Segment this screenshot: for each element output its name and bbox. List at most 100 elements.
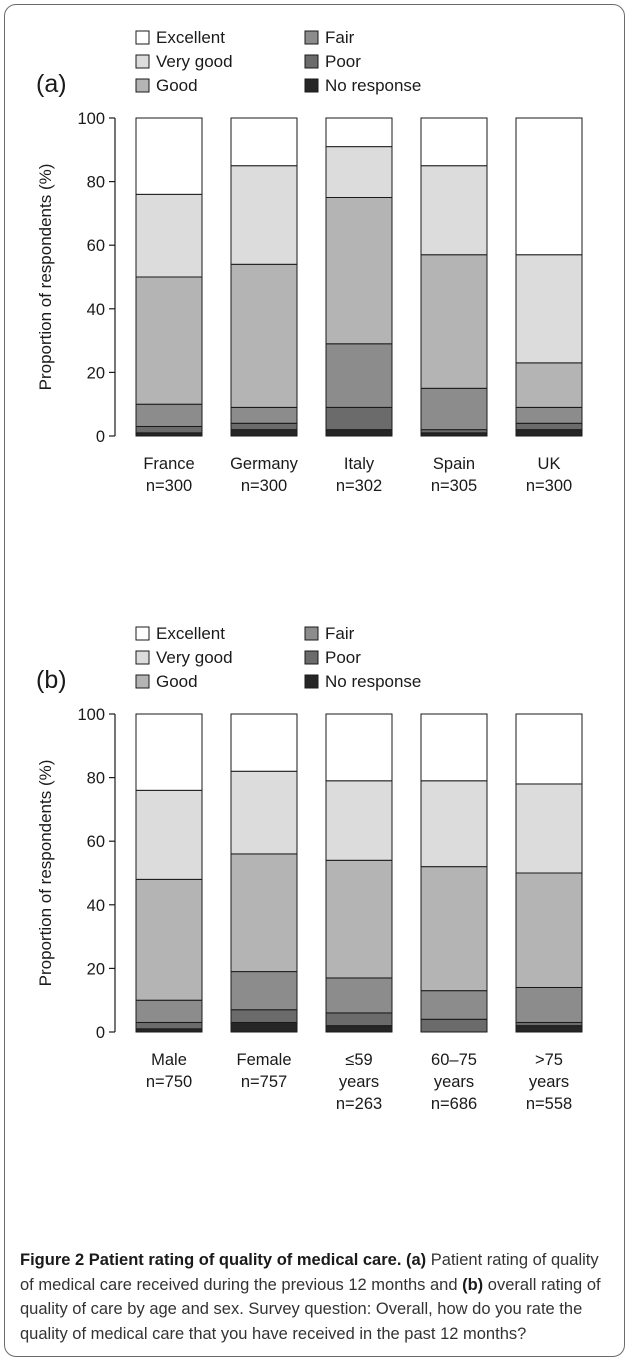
bar-segment-fair — [325, 343, 393, 408]
bar-segment-excellent — [135, 713, 203, 791]
bar-segment-good — [230, 853, 298, 973]
y-axis-label: Proportion of respondents (%) — [36, 760, 55, 987]
bar-segment-excellent — [230, 713, 298, 772]
x-tick-label: n=750 — [146, 1073, 192, 1091]
bar-segment-excellent — [325, 117, 393, 148]
legend-label-no-response: No response — [325, 76, 421, 95]
y-tick-label-20: 20 — [87, 364, 105, 382]
legend-swatch-poor — [304, 54, 319, 69]
x-tick-label: Spain — [433, 455, 475, 473]
bar-segment-fair — [325, 977, 393, 1014]
y-tick-label-80: 80 — [87, 174, 105, 192]
bar-segment-poor — [230, 422, 298, 431]
bar-segment-poor — [325, 406, 393, 431]
panel-label: (b) — [36, 666, 67, 694]
x-tick-label: years — [339, 1073, 379, 1091]
x-tick-label: n=263 — [336, 1095, 382, 1113]
y-tick-label-100: 100 — [77, 110, 105, 128]
bar-segment-very-good — [420, 780, 488, 868]
y-tick-label-20: 20 — [87, 960, 105, 978]
caption-label-b: (b) — [462, 1275, 484, 1294]
bar-segment-good — [135, 276, 203, 405]
bar-segment-poor — [135, 425, 203, 434]
y-tick-label-60: 60 — [87, 833, 105, 851]
bar-segment-no-response — [515, 429, 583, 437]
bar-segment-excellent — [420, 117, 488, 167]
x-tick-label: UK — [538, 455, 561, 473]
bar-segment-excellent — [230, 117, 298, 167]
legend-swatch-excellent — [135, 626, 150, 641]
bar-segment-good — [420, 254, 488, 389]
y-tick-label-40: 40 — [87, 301, 105, 319]
legend-swatch-excellent — [135, 30, 150, 45]
x-tick-label: n=686 — [431, 1095, 477, 1113]
bar-segment-excellent — [515, 117, 583, 256]
caption-title: Figure 2 Patient rating of quality of me… — [20, 1251, 402, 1269]
y-tick-label-60: 60 — [87, 237, 105, 255]
bar-segment-excellent — [420, 713, 488, 782]
bar-segment-fair — [515, 406, 583, 424]
x-tick-label: Male — [151, 1051, 187, 1069]
bar-segment-no-response — [230, 1021, 298, 1033]
legend-label-poor: Poor — [325, 52, 361, 71]
bar-segment-poor — [420, 1018, 488, 1033]
bar-segment-fair — [230, 971, 298, 1011]
legend-label-good: Good — [156, 76, 198, 95]
bar-segment-very-good — [325, 146, 393, 198]
bar-segment-very-good — [230, 770, 298, 855]
bar-segment-poor — [230, 1009, 298, 1023]
x-tick-label: n=300 — [241, 477, 287, 495]
bar-segment-fair — [230, 406, 298, 424]
bar-segment-very-good — [420, 165, 488, 256]
x-tick-label: Germany — [230, 455, 299, 473]
bar-segment-excellent — [325, 713, 393, 782]
bar-segment-very-good — [230, 165, 298, 265]
y-tick-label-0: 0 — [96, 1024, 105, 1042]
legend-label-fair: Fair — [325, 624, 355, 643]
bar-segment-no-response — [515, 1025, 583, 1033]
x-tick-label: France — [143, 455, 194, 473]
legend-label-good: Good — [156, 672, 198, 691]
y-tick-label-40: 40 — [87, 897, 105, 915]
legend-swatch-good — [135, 78, 150, 93]
figure-frame — [4, 4, 625, 1357]
bar-segment-excellent — [515, 713, 583, 785]
legend-label-very-good: Very good — [156, 648, 233, 667]
legend-swatch-fair — [304, 626, 319, 641]
bar-segment-no-response — [230, 429, 298, 437]
legend-label-excellent: Excellent — [156, 28, 225, 47]
legend-swatch-no-response — [304, 674, 319, 689]
y-tick-label-0: 0 — [96, 428, 105, 446]
legend-swatch-good — [135, 674, 150, 689]
bar-segment-excellent — [135, 117, 203, 195]
x-tick-label: years — [434, 1073, 474, 1091]
bar-segment-good — [230, 263, 298, 408]
y-tick-label-100: 100 — [77, 706, 105, 724]
chart-panel-a: Excellent Very good Good Fair Poor No respons… — [36, 28, 583, 495]
caption-label-a: (a) — [406, 1251, 427, 1269]
x-tick-label: n=300 — [146, 477, 192, 495]
bar-segment-good — [420, 866, 488, 992]
bar-segment-poor — [325, 1012, 393, 1027]
bar-segment-fair — [420, 387, 488, 431]
chart-panel-b: Excellent Very good Good Fair Poor No respons… — [36, 624, 583, 1113]
bar-segment-fair — [515, 986, 583, 1023]
bar-segment-fair — [135, 403, 203, 427]
legend-swatch-fair — [304, 30, 319, 45]
bar-segment-very-good — [515, 783, 583, 874]
bar-segment-good — [515, 872, 583, 988]
bar-segment-poor — [135, 1021, 203, 1030]
bar-segment-fair — [420, 990, 488, 1020]
legend-label-excellent: Excellent — [156, 624, 225, 643]
legend-label-very-good: Very good — [156, 52, 233, 71]
bar-segment-very-good — [135, 789, 203, 880]
x-tick-label: Female — [236, 1051, 291, 1069]
x-tick-label: Italy — [344, 455, 375, 473]
x-tick-label: n=558 — [526, 1095, 572, 1113]
bar-segment-good — [135, 878, 203, 1001]
figure-caption: Figure 2 Patient rating of quality of me… — [20, 1248, 610, 1346]
bar-segment-good — [325, 859, 393, 979]
bar-segment-very-good — [135, 193, 203, 278]
bar-segment-poor — [515, 422, 583, 431]
bar-segment-no-response — [325, 429, 393, 437]
